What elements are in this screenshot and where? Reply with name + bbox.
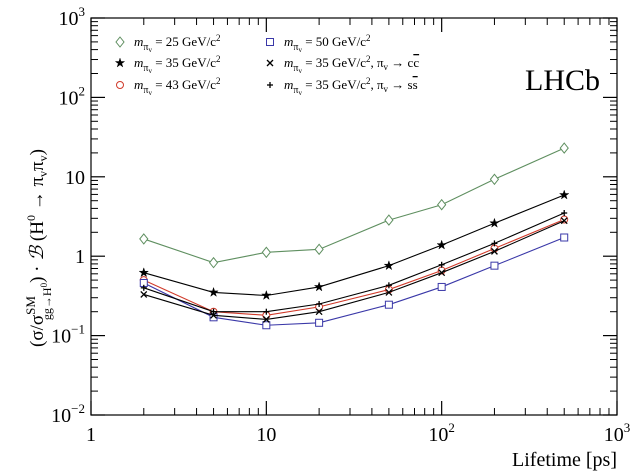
series-line [143,212,565,313]
plus-marker [210,308,217,315]
plus-marker [438,261,445,268]
x-tick-label: 102 [428,420,455,446]
star-marker [436,239,448,250]
legend-label: mπv = 35 GeV/c2, πv → cc [284,54,419,75]
series-layer [138,142,570,330]
star-marker [260,289,272,301]
plus-marker [385,282,392,289]
y-tick-label: 10−1 [51,322,85,348]
series-1 [139,142,569,269]
series-6 [140,210,568,315]
cross-marker [140,290,148,298]
cross-marker [210,311,218,319]
legend-item: mπv = 50 GeV/c2 [266,33,370,54]
star-marker [114,57,126,68]
diamond-marker [139,233,149,245]
y-tick-labels: 10−2 10−1 1 10 102 103 [51,4,85,427]
star-marker [383,260,395,271]
diamond-marker [437,198,447,211]
cross-marker [490,247,498,255]
plus-marker [316,301,323,308]
y-tick-label: 1 [75,246,85,268]
legend-label: mπv = 43 GeV/c2 [134,76,220,97]
diamond-marker [115,36,125,48]
cross-marker [262,315,270,323]
y-axis-label: (σ/σSM gg→H0) · ℬ (H0 → πvπv) [23,149,54,347]
minor-ticks [91,18,617,415]
lhcb-annotation: LHCb [525,64,600,97]
legend-label: mπv = 25 GeV/c2 [134,33,220,54]
square-marker [437,282,446,291]
diamond-marker [559,142,569,154]
x-tick-label: 1 [86,424,96,446]
cross-marker [266,59,274,67]
legend-item: mπv = 35 GeV/c2, πv → ss [267,76,418,97]
square-marker [490,261,499,270]
square-marker [266,38,274,46]
x-tick-label: 103 [604,420,631,446]
series-line [143,218,565,316]
series-line [143,147,565,264]
star-marker [313,281,325,292]
diamond-marker [261,246,271,259]
diamond-marker [314,243,324,256]
diamond-marker [208,256,219,269]
series-5 [140,217,568,323]
x-axis-label: Lifetime [ps] [512,449,617,471]
series-line [143,236,565,326]
cross-marker [315,308,323,316]
legend-label: mπv = 50 GeV/c2 [284,33,370,54]
series-4 [139,233,569,330]
diamond-marker [384,214,394,226]
cross-marker [438,269,446,277]
star-marker [208,286,219,297]
y-tick-label: 102 [59,83,86,109]
plus-marker [491,240,498,247]
plot-frame [90,17,618,416]
plus-marker [263,308,270,315]
square-marker [315,318,324,327]
plus-marker [140,284,147,291]
square-marker [560,233,569,242]
star-marker [489,217,500,228]
y-tick-label: 103 [59,4,86,30]
diamond-marker [489,173,500,186]
x-tick-label: 10 [256,424,276,446]
legend-item: mπv = 35 GeV/c2, πv → cc [266,54,419,75]
x-tick-labels: 1 10 102 103 [86,420,630,446]
y-tick-label: 10−2 [51,401,85,427]
major-ticks [90,17,618,416]
cross-marker [560,217,568,225]
series-2 [138,189,570,301]
square-marker [384,300,393,309]
legend-label: mπv = 35 GeV/c2 [134,54,220,75]
series-line [143,220,565,320]
square-marker [262,321,271,330]
legend-item: mπv = 25 GeV/c2 [115,33,220,54]
cross-marker [385,288,393,296]
plus-marker [561,210,568,217]
legend-label: mπv = 35 GeV/c2, πv → ss [284,76,418,97]
star-marker [138,267,150,278]
series-line [143,194,565,297]
y-tick-label: 10 [65,167,85,189]
legend-item: mπv = 35 GeV/c2 [114,54,220,75]
star-marker [558,189,570,200]
legend-item: mπv = 43 GeV/c2 [116,76,220,97]
plus-marker [267,82,273,88]
circle-marker [116,81,124,89]
